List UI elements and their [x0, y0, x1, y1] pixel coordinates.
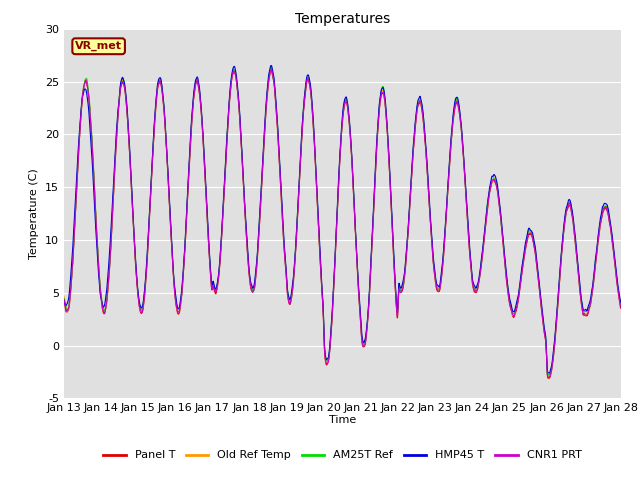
Old Ref Temp — [359, 340, 367, 346]
Old Ref Temp — [617, 302, 625, 308]
Line: AM25T Ref: AM25T Ref — [64, 66, 621, 375]
Old Ref Temp — [584, 310, 591, 315]
CNR1 PRT — [504, 292, 512, 298]
Panel T — [371, 184, 379, 190]
Panel T — [268, 68, 275, 73]
CNR1 PRT — [216, 267, 223, 273]
CNR1 PRT — [545, 374, 552, 380]
Line: CNR1 PRT: CNR1 PRT — [64, 69, 621, 377]
AM25T Ref — [568, 210, 576, 216]
AM25T Ref — [371, 180, 379, 185]
HMP45 T — [504, 288, 512, 293]
Line: Panel T: Panel T — [64, 71, 621, 378]
Panel T — [617, 305, 625, 311]
Title: Temperatures: Temperatures — [295, 12, 390, 26]
Old Ref Temp — [60, 294, 68, 300]
Panel T — [568, 212, 576, 218]
CNR1 PRT — [359, 342, 367, 348]
Old Ref Temp — [267, 66, 275, 72]
Panel T — [359, 343, 367, 348]
HMP45 T — [268, 63, 275, 69]
Panel T — [60, 298, 68, 304]
HMP45 T — [617, 300, 625, 305]
AM25T Ref — [617, 301, 625, 307]
CNR1 PRT — [617, 303, 625, 309]
HMP45 T — [359, 337, 367, 343]
X-axis label: Time: Time — [329, 415, 356, 425]
HMP45 T — [371, 179, 379, 184]
AM25T Ref — [359, 342, 367, 348]
HMP45 T — [584, 306, 591, 312]
CNR1 PRT — [60, 297, 68, 302]
Panel T — [584, 312, 591, 318]
AM25T Ref — [544, 372, 552, 378]
Legend: Panel T, Old Ref Temp, AM25T Ref, HMP45 T, CNR1 PRT: Panel T, Old Ref Temp, AM25T Ref, HMP45 … — [99, 446, 586, 465]
AM25T Ref — [216, 265, 223, 271]
Panel T — [216, 268, 223, 274]
AM25T Ref — [268, 63, 275, 69]
HMP45 T — [568, 207, 576, 213]
CNR1 PRT — [371, 182, 379, 188]
AM25T Ref — [504, 289, 512, 295]
Old Ref Temp — [568, 210, 576, 216]
Line: Old Ref Temp: Old Ref Temp — [64, 69, 621, 376]
CNR1 PRT — [568, 211, 576, 217]
Panel T — [545, 375, 553, 381]
Old Ref Temp — [216, 266, 223, 272]
Text: VR_met: VR_met — [75, 41, 122, 51]
Line: HMP45 T: HMP45 T — [64, 66, 621, 373]
Old Ref Temp — [371, 182, 379, 188]
AM25T Ref — [60, 296, 68, 301]
Old Ref Temp — [545, 373, 552, 379]
AM25T Ref — [584, 307, 591, 312]
HMP45 T — [216, 264, 223, 270]
CNR1 PRT — [268, 66, 275, 72]
Y-axis label: Temperature (C): Temperature (C) — [29, 168, 40, 259]
HMP45 T — [60, 297, 68, 303]
Panel T — [504, 293, 512, 299]
CNR1 PRT — [584, 312, 591, 317]
Old Ref Temp — [504, 290, 512, 296]
HMP45 T — [545, 370, 553, 376]
